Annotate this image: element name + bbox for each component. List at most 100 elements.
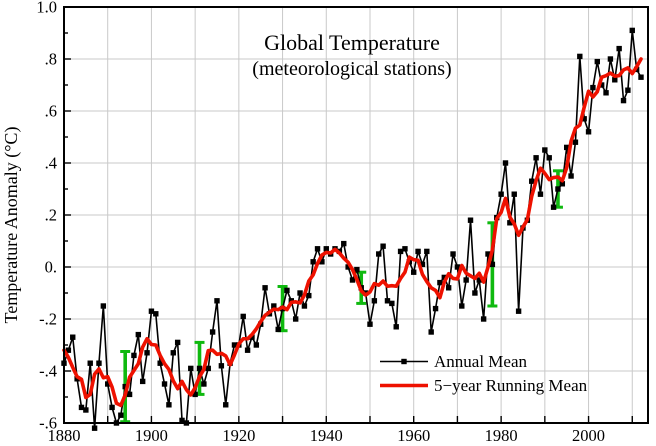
annual-mean-marker bbox=[581, 116, 587, 122]
y-tick-label: 1.0 bbox=[36, 0, 57, 17]
annual-mean-marker bbox=[345, 264, 351, 270]
x-tick-label: 1920 bbox=[222, 426, 255, 445]
annual-mean-marker bbox=[607, 56, 614, 62]
annual-mean-marker bbox=[179, 417, 185, 424]
annual-mean-marker bbox=[100, 303, 107, 309]
annual-mean-marker bbox=[201, 381, 207, 387]
annual-mean-marker bbox=[472, 290, 478, 296]
annual-mean-marker bbox=[542, 147, 548, 153]
annual-mean-marker bbox=[598, 82, 605, 88]
annual-mean-marker bbox=[367, 321, 373, 327]
legend-running-label: 5−year Running Mean bbox=[434, 376, 588, 395]
annual-mean-marker bbox=[192, 391, 198, 398]
annual-mean-marker bbox=[174, 339, 181, 346]
annual-mean-marker bbox=[376, 251, 382, 257]
x-tick-label: 1940 bbox=[310, 426, 343, 445]
annual-mean-marker bbox=[411, 269, 417, 275]
annual-mean-marker bbox=[467, 217, 474, 223]
annual-mean-marker bbox=[218, 363, 225, 369]
annual-mean-marker bbox=[83, 407, 89, 413]
annual-mean-marker bbox=[131, 352, 137, 359]
annual-mean-marker bbox=[638, 74, 644, 80]
annual-mean-marker bbox=[511, 191, 517, 197]
annual-mean-marker bbox=[572, 139, 579, 145]
annual-mean-marker bbox=[415, 248, 421, 255]
annual-mean-marker bbox=[214, 298, 220, 304]
annual-mean-marker bbox=[603, 90, 609, 96]
annual-mean-marker bbox=[384, 298, 391, 304]
annual-mean-marker bbox=[109, 404, 115, 411]
annual-mean-marker bbox=[550, 204, 557, 210]
y-tick-label: -.2 bbox=[39, 310, 57, 329]
annual-mean-marker bbox=[476, 277, 482, 283]
annual-mean-marker bbox=[563, 144, 570, 151]
annual-mean-marker bbox=[244, 347, 251, 353]
annual-mean-marker bbox=[139, 378, 146, 385]
x-tick-label: 1980 bbox=[485, 426, 518, 445]
running-mean-line bbox=[62, 57, 643, 408]
annual-mean-marker bbox=[397, 248, 404, 255]
annual-mean-marker bbox=[253, 342, 260, 348]
annual-mean-marker bbox=[515, 308, 522, 314]
annual-mean-marker bbox=[249, 334, 255, 340]
annual-mean-marker bbox=[188, 365, 194, 372]
annual-mean-marker bbox=[284, 287, 290, 294]
annual-mean-marker bbox=[537, 191, 544, 197]
annual-mean-marker bbox=[349, 277, 356, 283]
annual-mean-marker bbox=[568, 173, 574, 179]
annual-mean-marker bbox=[314, 246, 321, 252]
y-tick-label: .4 bbox=[45, 154, 57, 173]
annual-mean-marker bbox=[489, 261, 496, 268]
annual-mean-marker bbox=[533, 155, 539, 161]
annual-mean-marker bbox=[585, 129, 592, 135]
annual-mean-marker bbox=[310, 259, 316, 265]
annual-mean-marker bbox=[498, 191, 504, 197]
annual-mean-marker bbox=[354, 266, 360, 273]
annual-mean-marker bbox=[223, 402, 229, 408]
annual-mean-series bbox=[61, 27, 644, 431]
annual-mean-marker bbox=[380, 243, 386, 249]
annual-mean-marker bbox=[463, 277, 469, 283]
x-tick-label: 1880 bbox=[48, 426, 81, 445]
annual-mean-marker bbox=[271, 303, 277, 309]
annual-mean-marker bbox=[419, 261, 426, 268]
axis-ticks bbox=[64, 32, 633, 423]
annual-mean-marker bbox=[306, 292, 312, 299]
annual-mean-marker bbox=[459, 303, 465, 309]
x-tick-label: 2000 bbox=[572, 426, 605, 445]
annual-mean-marker bbox=[529, 178, 535, 184]
annual-mean-marker bbox=[262, 285, 268, 291]
annual-mean-marker bbox=[105, 381, 111, 387]
annual-mean-marker bbox=[507, 220, 513, 226]
annual-mean-marker bbox=[428, 329, 434, 335]
x-axis-tick-labels: 1880 1900 1920 1940 1960 1980 2000 bbox=[48, 426, 606, 445]
y-tick-label: .2 bbox=[45, 206, 57, 225]
annual-mean-marker bbox=[389, 300, 395, 307]
annual-mean-marker bbox=[96, 360, 102, 366]
annual-mean-marker bbox=[616, 45, 622, 52]
annual-mean-marker bbox=[301, 303, 308, 309]
annual-mean-marker bbox=[87, 360, 93, 366]
annual-mean-line bbox=[63, 30, 642, 429]
chart-title: Global Temperature bbox=[264, 30, 440, 55]
chart-subtitle: (meteorological stations) bbox=[252, 58, 451, 80]
annual-mean-marker bbox=[625, 87, 631, 93]
annual-mean-marker bbox=[70, 334, 76, 340]
annual-mean-marker bbox=[546, 155, 552, 161]
legend-annual-marker bbox=[401, 358, 407, 365]
annual-mean-marker bbox=[196, 365, 203, 372]
y-axis-tick-labels: 1.0 .8 .6 .4 .2 0. -.2 -.4 -.6 bbox=[36, 0, 57, 433]
annual-mean-marker bbox=[402, 246, 408, 252]
y-tick-label: -.4 bbox=[39, 362, 57, 381]
annual-mean-marker bbox=[555, 186, 561, 192]
annual-mean-marker bbox=[161, 381, 168, 387]
annual-mean-marker bbox=[170, 350, 176, 356]
annual-mean-marker bbox=[209, 329, 216, 335]
annual-mean-marker bbox=[135, 331, 142, 338]
annual-mean-marker bbox=[590, 84, 596, 91]
gridlines bbox=[64, 7, 648, 423]
annual-mean-marker bbox=[480, 316, 487, 322]
annual-mean-marker bbox=[240, 313, 246, 320]
